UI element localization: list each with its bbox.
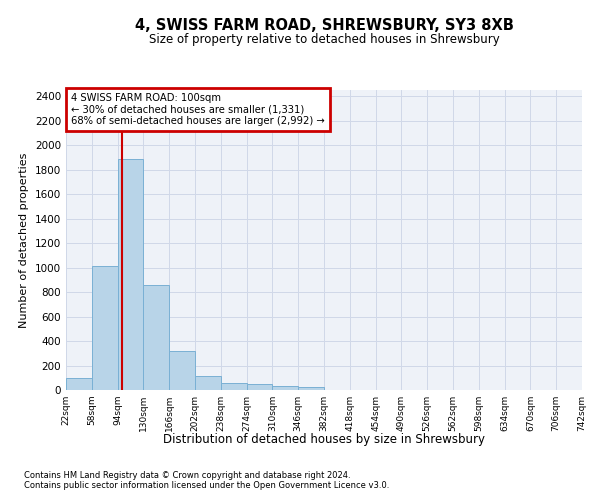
Text: Distribution of detached houses by size in Shrewsbury: Distribution of detached houses by size … [163, 434, 485, 446]
Bar [143, 284, 169, 390]
Text: Contains public sector information licensed under the Open Government Licence v3: Contains public sector information licen… [24, 480, 389, 490]
Bar [195, 376, 221, 390]
Bar [247, 384, 272, 390]
Bar [298, 387, 324, 390]
Text: 4 SWISS FARM ROAD: 100sqm
← 30% of detached houses are smaller (1,331)
68% of se: 4 SWISS FARM ROAD: 100sqm ← 30% of detac… [71, 93, 325, 126]
Bar [66, 378, 92, 390]
Bar [272, 386, 298, 390]
Bar [92, 266, 118, 390]
Text: Size of property relative to detached houses in Shrewsbury: Size of property relative to detached ho… [149, 32, 499, 46]
Bar [118, 158, 143, 390]
Y-axis label: Number of detached properties: Number of detached properties [19, 152, 29, 328]
Bar [169, 352, 195, 390]
Bar [221, 382, 247, 390]
Text: 4, SWISS FARM ROAD, SHREWSBURY, SY3 8XB: 4, SWISS FARM ROAD, SHREWSBURY, SY3 8XB [134, 18, 514, 32]
Text: Contains HM Land Registry data © Crown copyright and database right 2024.: Contains HM Land Registry data © Crown c… [24, 470, 350, 480]
